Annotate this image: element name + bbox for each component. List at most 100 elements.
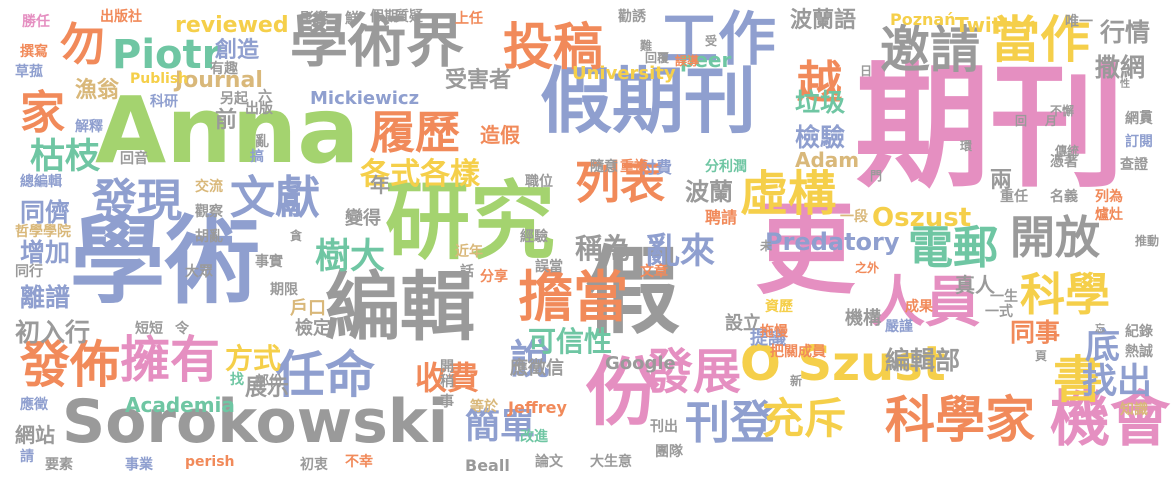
cloud-word: 大眾 bbox=[185, 264, 213, 280]
cloud-word: 發佈 bbox=[20, 336, 120, 394]
cloud-word: 貪 bbox=[290, 229, 303, 243]
cloud-word: 受 bbox=[705, 34, 718, 48]
cloud-word: 嚴謹 bbox=[885, 319, 913, 335]
cloud-word: 各式各樣 bbox=[360, 157, 480, 192]
cloud-word: 撒網 bbox=[1095, 53, 1146, 82]
cloud-word: 開放 bbox=[1010, 211, 1101, 264]
cloud-word: 文章 bbox=[640, 264, 668, 280]
cloud-word: 變得 bbox=[345, 208, 381, 229]
cloud-word: reviewed bbox=[175, 13, 289, 38]
cloud-word: 同事 bbox=[1010, 318, 1061, 347]
cloud-word: 事實 bbox=[255, 254, 283, 270]
cloud-word: Academia bbox=[125, 393, 235, 417]
cloud-word: 機構 bbox=[845, 308, 881, 329]
cloud-word: 門 bbox=[870, 169, 883, 183]
cloud-word: 前 bbox=[215, 108, 238, 133]
cloud-word: 事業 bbox=[125, 457, 153, 473]
cloud-word: 學術界 bbox=[290, 7, 465, 75]
cloud-word: 履歷 bbox=[370, 106, 461, 159]
cloud-word: Anna bbox=[95, 77, 360, 184]
cloud-word: 兩 bbox=[990, 168, 1013, 193]
cloud-word: 一生 bbox=[990, 289, 1018, 305]
cloud-word: 網站 bbox=[15, 423, 55, 447]
cloud-word: 熱誠 bbox=[1125, 344, 1153, 360]
cloud-word: 科學家 bbox=[885, 391, 1035, 449]
cloud-word: 憑著 bbox=[1050, 154, 1078, 170]
cloud-word: 解釋 bbox=[75, 119, 103, 135]
cloud-word: 文獻 bbox=[230, 171, 321, 224]
cloud-word: 成果 bbox=[905, 299, 933, 315]
cloud-word: 刊登 bbox=[685, 396, 776, 449]
cloud-word: 誤導 bbox=[675, 54, 700, 68]
cloud-word: 虛構 bbox=[740, 166, 837, 222]
cloud-word: perish bbox=[185, 454, 235, 470]
cloud-word: 檢定 bbox=[295, 318, 331, 339]
cloud-word: 草菰 bbox=[15, 64, 43, 80]
cloud-word: 當作 bbox=[990, 11, 1090, 69]
cloud-word: Publish bbox=[130, 71, 189, 87]
cloud-word: 要素 bbox=[45, 457, 73, 473]
cloud-word: 請 bbox=[20, 449, 34, 465]
cloud-word: 列為 bbox=[1095, 189, 1123, 205]
cloud-word: 職位 bbox=[525, 174, 553, 190]
cloud-word: 造假 bbox=[480, 123, 520, 147]
cloud-word: 短短 bbox=[135, 321, 163, 337]
cloud-word: 方式 bbox=[225, 342, 282, 375]
cloud-word: 書 bbox=[1053, 351, 1103, 409]
cloud-word: 日 bbox=[860, 64, 873, 78]
cloud-word: 另起 bbox=[220, 91, 248, 107]
cloud-word: 話 bbox=[460, 264, 474, 280]
cloud-word: 不懈 bbox=[1050, 104, 1075, 118]
cloud-word: 回覆 bbox=[645, 51, 670, 65]
cloud-word: Google bbox=[605, 353, 676, 374]
cloud-word: 家 bbox=[20, 86, 66, 139]
cloud-word: 枯枝 bbox=[30, 137, 101, 177]
cloud-word: 學術 bbox=[70, 207, 261, 317]
cloud-word: 回 bbox=[1015, 114, 1028, 128]
cloud-word: 樹大 bbox=[315, 237, 386, 277]
cloud-word: 近年 bbox=[455, 244, 483, 260]
cloud-word: Beall bbox=[465, 456, 510, 475]
cloud-word: 稍 bbox=[440, 374, 454, 390]
cloud-word: 搞 bbox=[250, 149, 264, 165]
cloud-word: 頁 bbox=[1035, 349, 1048, 363]
cloud-word: 論文 bbox=[535, 454, 563, 470]
cloud-word: 編輯 bbox=[325, 263, 476, 351]
cloud-word: 初入行 bbox=[15, 318, 91, 347]
cloud-word: 名義 bbox=[1050, 189, 1078, 205]
cloud-word: 上任 bbox=[455, 11, 483, 27]
cloud-word: 創造 bbox=[215, 38, 260, 63]
cloud-word: 大生意 bbox=[590, 454, 632, 470]
cloud-word: Poznań bbox=[890, 10, 956, 29]
cloud-word: 團隊 bbox=[655, 444, 683, 460]
cloud-word: 員 bbox=[1140, 109, 1153, 123]
cloud-word: 投稿 bbox=[503, 18, 603, 76]
cloud-word: 部份 bbox=[255, 374, 283, 390]
cloud-word: 假期 bbox=[370, 9, 398, 25]
cloud-word: 擔當 bbox=[518, 265, 629, 329]
cloud-word: 分享 bbox=[480, 269, 508, 285]
cloud-word: 份 bbox=[585, 348, 661, 436]
cloud-word: 紀錄 bbox=[1125, 324, 1153, 340]
cloud-word: O Szust bbox=[740, 336, 946, 392]
cloud-word: 漁翁 bbox=[75, 78, 120, 103]
cloud-word: Sorokowski bbox=[62, 387, 449, 457]
cloud-word: 應徵信 bbox=[510, 358, 564, 379]
cloud-word: 質疑 bbox=[395, 9, 423, 25]
cloud-word: 列表 bbox=[575, 156, 666, 209]
cloud-word: 訂閱 bbox=[1125, 134, 1153, 150]
cloud-word: 任命 bbox=[275, 346, 375, 404]
cloud-word: 等於 bbox=[470, 399, 498, 415]
cloud-word: 出版 bbox=[245, 101, 273, 117]
cloud-word: Oszust bbox=[872, 203, 972, 233]
cloud-word: University bbox=[572, 63, 676, 84]
cloud-word: 機會 bbox=[1050, 385, 1170, 455]
cloud-word: 經驗 bbox=[520, 229, 548, 245]
cloud-word: 事 bbox=[440, 394, 454, 410]
cloud-word: 越 bbox=[797, 56, 843, 109]
cloud-word: 撰寫 bbox=[20, 44, 48, 60]
cloud-word: 重複 bbox=[620, 159, 648, 175]
cloud-word: 知識 bbox=[1120, 402, 1148, 418]
cloud-word: 可信性 bbox=[528, 325, 613, 358]
